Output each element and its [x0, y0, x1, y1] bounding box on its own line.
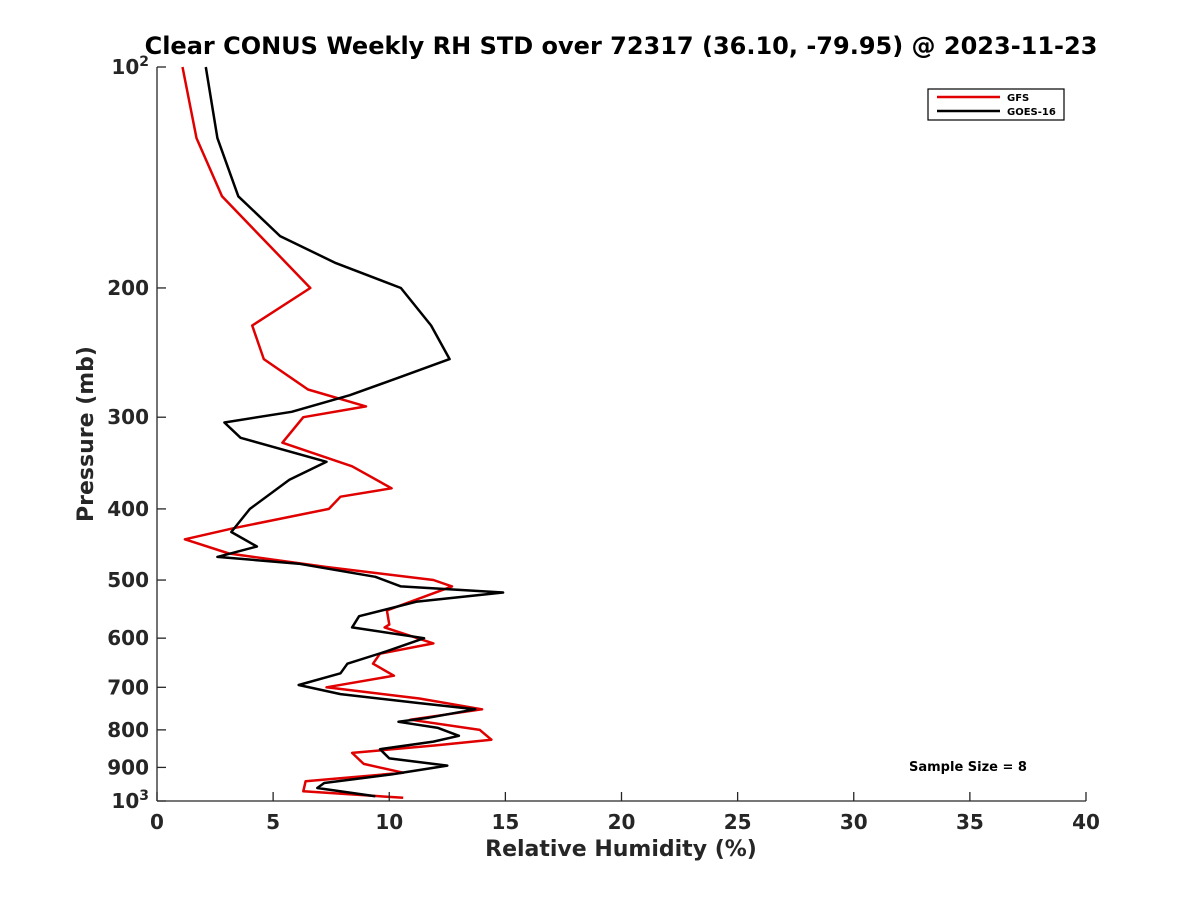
x-tick-label: 15 — [491, 810, 519, 834]
x-tick-label: 30 — [840, 810, 868, 834]
x-tick-label: 10 — [375, 810, 403, 834]
x-tick-label: 5 — [266, 810, 280, 834]
x-tick-label: 25 — [724, 810, 752, 834]
y-tick-label: 300 — [107, 405, 149, 429]
legend-gfs-label: GFS — [1007, 93, 1029, 104]
y-tick-label: 900 — [107, 755, 149, 779]
chart-title: Clear CONUS Weekly RH STD over 72317 (36… — [145, 32, 1098, 60]
x-axis-label: Relative Humidity (%) — [485, 837, 757, 862]
series-line-goes16 — [204, 66, 505, 798]
y-tick-label: 400 — [107, 497, 149, 521]
y-tick-label: 103 — [111, 788, 149, 813]
x-tick-label: 20 — [608, 810, 636, 834]
y-tick-label: 700 — [107, 675, 149, 699]
y-tick-label: 600 — [107, 626, 149, 650]
y-axis-label: Pressure (mb) — [74, 346, 99, 522]
x-tick-label: 0 — [150, 810, 164, 834]
y-tick-label: 800 — [107, 718, 149, 742]
legend-box — [927, 88, 1065, 121]
legend-goes16-label: GOES-16 — [1007, 107, 1056, 118]
x-tick-label: 40 — [1072, 810, 1100, 834]
y-tick-label: 500 — [107, 568, 149, 592]
plot-background — [157, 67, 1086, 801]
axes-layer: 0 5 10 15 20 25 30 35 40 102 200 300 400 500 600 700 800… — [107, 54, 1100, 834]
sample-size-annotation: Sample Size = 8 — [909, 760, 1027, 775]
x-tick-label: 35 — [956, 810, 984, 834]
legend: GFS GOES-16 — [927, 88, 1065, 121]
y-tick-label: 200 — [107, 276, 149, 300]
y-tick-label: 102 — [111, 54, 149, 79]
series-layer — [181, 66, 505, 800]
